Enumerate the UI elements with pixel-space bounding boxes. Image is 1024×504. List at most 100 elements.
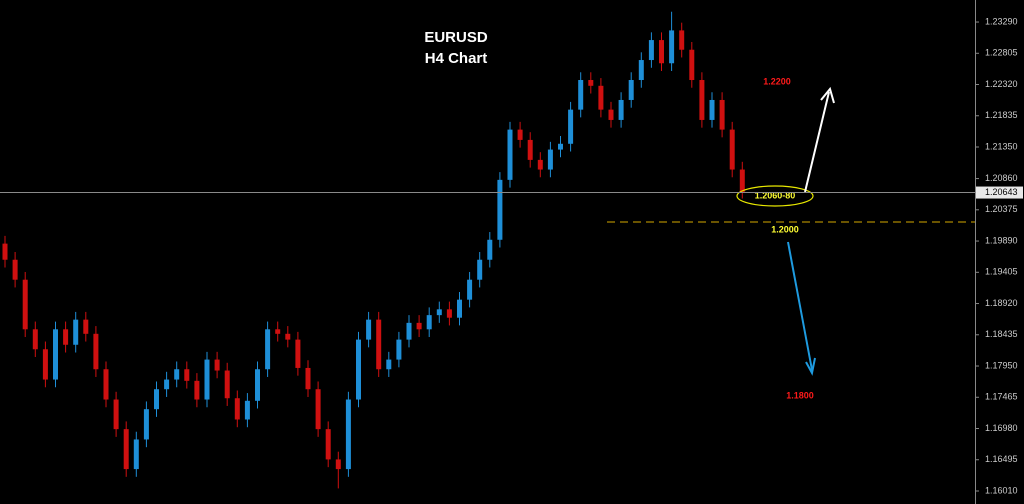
candle-body <box>416 322 422 330</box>
candle-body <box>32 329 38 350</box>
y-tick-label: 1.19890 <box>985 235 1018 245</box>
y-tick-label: 1.23290 <box>985 16 1018 26</box>
candle-body <box>376 319 382 370</box>
candle-body <box>325 429 331 460</box>
y-tick-label: 1.16980 <box>985 423 1018 433</box>
candle-body <box>386 359 392 370</box>
y-tick-label: 1.20375 <box>985 204 1018 214</box>
candle-body <box>568 109 574 144</box>
candle-body <box>285 333 291 340</box>
candle-body <box>699 80 705 120</box>
candle-body <box>133 439 139 470</box>
y-tick-label: 1.17950 <box>985 360 1018 370</box>
candle-body <box>608 109 614 120</box>
candle-body <box>356 339 361 400</box>
y-tick-label: 1.21835 <box>985 110 1018 120</box>
candle-body <box>446 309 452 318</box>
annotation: 1.2060-80 <box>755 190 796 200</box>
candle-body <box>487 239 493 260</box>
y-tick-label: 1.18920 <box>985 298 1018 308</box>
candle-body <box>345 399 351 470</box>
candle-body <box>628 80 634 100</box>
candle-body <box>537 159 543 170</box>
candle-body <box>689 49 695 81</box>
candle-body <box>396 339 402 360</box>
candle-body <box>234 398 240 420</box>
candle-body <box>93 333 99 370</box>
candle-body <box>174 369 180 380</box>
candle-body <box>12 259 18 280</box>
candle-body <box>103 369 109 400</box>
candle-body <box>719 99 725 130</box>
candle-body <box>477 259 483 280</box>
annotation: 1.2000 <box>771 224 799 234</box>
candle-body <box>588 80 594 86</box>
candle-body <box>467 279 473 300</box>
candle-body <box>295 339 301 368</box>
candle-body <box>275 329 281 334</box>
candle-body <box>598 85 604 110</box>
candle-body <box>457 299 462 318</box>
candle-body <box>224 370 230 399</box>
y-tick-label: 1.21350 <box>985 141 1018 151</box>
candle-body <box>618 99 624 120</box>
candle-body <box>669 30 675 64</box>
candle-body <box>164 379 170 390</box>
candle-body <box>547 149 553 170</box>
candle-body <box>63 329 69 345</box>
candle-body <box>2 243 8 260</box>
y-tick-label: 1.17465 <box>985 392 1018 402</box>
candle-body <box>123 429 129 470</box>
candle-body <box>517 129 523 140</box>
candle-body <box>578 80 584 110</box>
up-arrow <box>804 86 835 193</box>
candle-body <box>42 349 48 380</box>
candle-body <box>184 369 190 381</box>
annotation: 1.1800 <box>786 390 814 400</box>
candle-body <box>436 309 442 316</box>
candle-body <box>143 409 149 440</box>
candle-body <box>214 359 220 371</box>
y-tick-label: 1.16495 <box>985 454 1018 464</box>
candle-body <box>679 30 685 50</box>
candle-body <box>648 40 654 61</box>
candle-body <box>638 60 644 81</box>
candles <box>2 11 745 489</box>
candle-body <box>315 389 321 430</box>
y-tick-label: 1.20860 <box>985 173 1018 183</box>
down-arrow <box>787 241 816 376</box>
candle-body <box>204 359 210 400</box>
candle-body <box>335 459 341 470</box>
candle-body <box>558 143 563 150</box>
candle-body <box>497 179 503 240</box>
current-price-box <box>976 186 1023 199</box>
candle-body <box>194 380 200 400</box>
candle-body <box>527 139 533 160</box>
candle-body <box>739 169 745 193</box>
chart-title: EURUSD <box>424 29 488 46</box>
y-tick-label: 1.19405 <box>985 267 1018 277</box>
candle-body <box>22 279 28 330</box>
candle-body <box>244 400 250 420</box>
candle-body <box>426 315 432 330</box>
candle-body <box>709 99 715 120</box>
candle-body <box>406 322 412 340</box>
candle-body <box>507 129 513 180</box>
candle-body <box>366 319 372 340</box>
y-tick-label: 1.18435 <box>985 329 1018 339</box>
y-tick-label: 1.22320 <box>985 79 1018 89</box>
y-tick-label: 1.22805 <box>985 48 1018 58</box>
chart-subtitle: H4 Chart <box>425 50 488 67</box>
y-tick-label: 1.16010 <box>985 485 1018 495</box>
current-price-label: 1.20643 <box>985 187 1018 197</box>
annotation: 1.2200 <box>763 76 791 86</box>
candle-body <box>154 389 159 410</box>
candle-body <box>73 319 79 345</box>
candle-body <box>265 329 271 370</box>
candle-body <box>113 399 119 430</box>
annotation-ellipse <box>736 185 814 207</box>
candle-body <box>659 40 664 64</box>
candle-body <box>53 329 58 380</box>
